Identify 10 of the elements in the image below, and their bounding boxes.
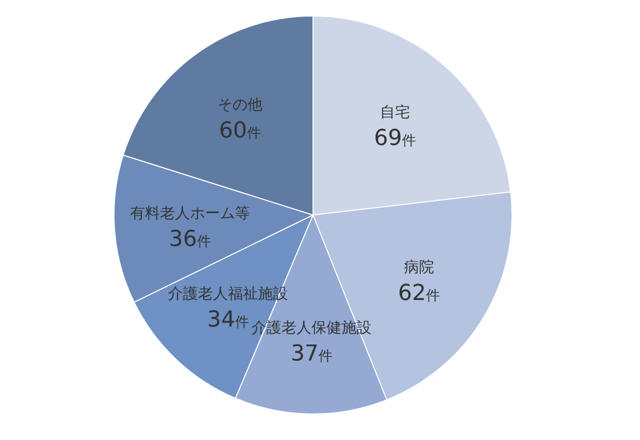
data-label: 34件 xyxy=(207,308,250,333)
slice-label: 有料老人ホーム等 xyxy=(130,204,250,222)
data-label: 36件 xyxy=(168,227,211,252)
data-label: 60件 xyxy=(219,118,262,144)
data-label: 62件 xyxy=(398,281,440,306)
data-label: 37件 xyxy=(290,341,333,366)
data-label: 69件 xyxy=(374,126,416,151)
slice-label: その他 xyxy=(218,95,263,114)
slice-label: 自宅 xyxy=(380,102,410,121)
slice-label: 病院 xyxy=(404,258,434,276)
